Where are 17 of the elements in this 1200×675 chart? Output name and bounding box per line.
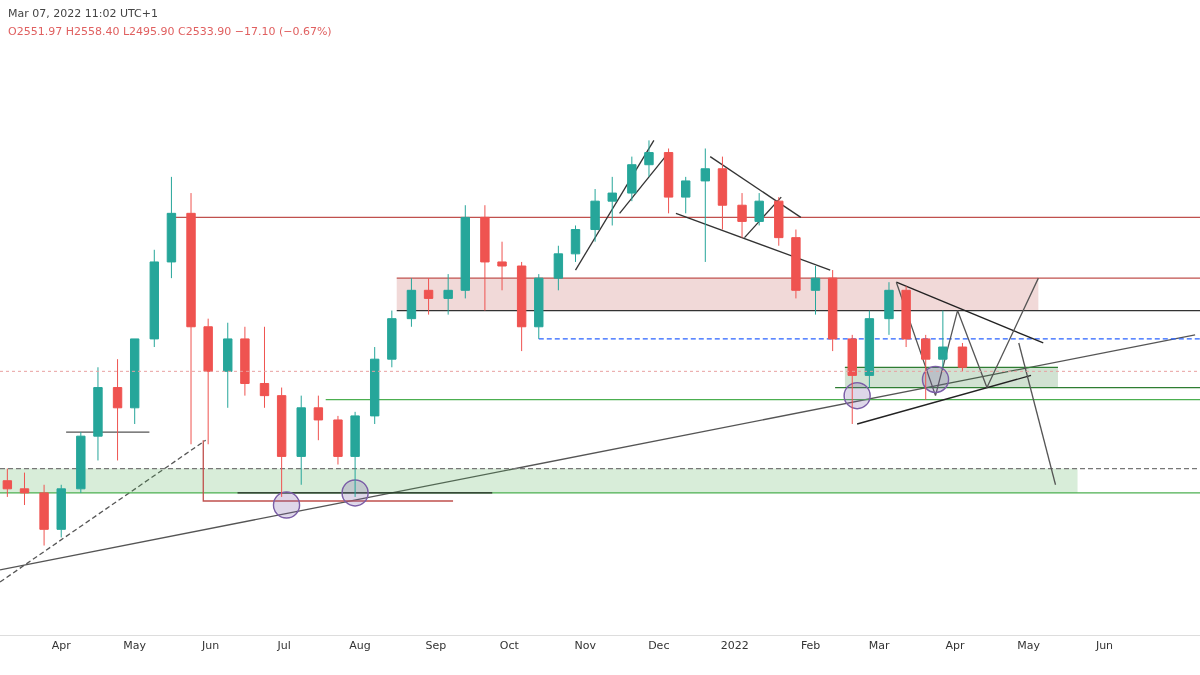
x-tick-label: Mar: [868, 639, 891, 653]
x-tick-label: Nov: [574, 639, 597, 653]
x-tick-label: Jul: [276, 639, 291, 653]
x-tick-label: Oct: [499, 639, 520, 653]
x-tick-label: Feb: [800, 639, 821, 653]
x-tick-label: Jun: [201, 639, 220, 653]
x-tick-label: 2022: [720, 639, 749, 653]
text: O2551.97 H2558.40 L2495.90 C2533.90 −17.10 (−0.67%): [8, 25, 332, 38]
text: Mar 07, 2022 11:02 UTC+1: [8, 7, 158, 20]
x-tick-label: May: [1017, 639, 1041, 653]
x-tick-label: Apr: [945, 639, 966, 653]
x-tick-label: Jun: [1094, 639, 1114, 653]
x-tick-label: Aug: [349, 639, 371, 653]
x-tick-label: Sep: [425, 639, 447, 653]
x-tick-label: Dec: [648, 639, 670, 653]
x-tick-label: Apr: [51, 639, 72, 653]
x-tick-label: May: [123, 639, 147, 653]
